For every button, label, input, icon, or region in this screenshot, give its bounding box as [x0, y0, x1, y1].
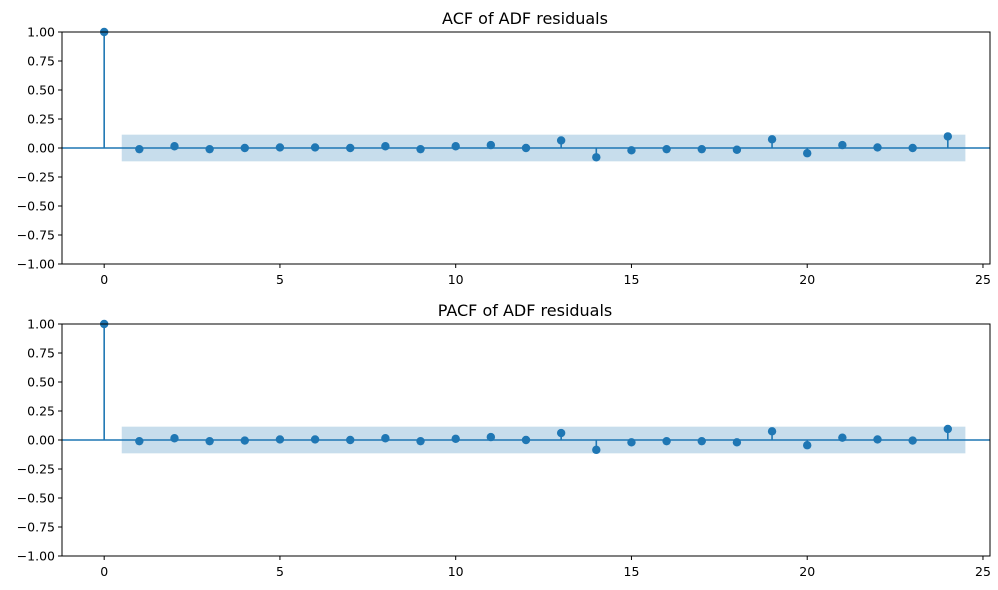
pacf-ytick-label: 1.00 — [27, 317, 55, 332]
pacf-marker-lag-19 — [767, 427, 777, 436]
acf-marker-lag-20 — [803, 149, 812, 158]
acf-marker-lag-17 — [697, 144, 706, 154]
acf-marker-lag-16 — [662, 144, 671, 154]
pacf-marker-lag-21 — [838, 433, 847, 442]
acf-marker-lag-18 — [732, 145, 742, 154]
acf-marker-lag-7 — [346, 143, 355, 153]
pacf-marker-lag-18 — [732, 438, 742, 447]
acf-title: ACF of ADF residuals — [442, 9, 608, 28]
pacf-xtick-label: 15 — [624, 564, 640, 579]
acf-marker-lag-5 — [275, 143, 285, 152]
pacf-marker-lag-13 — [556, 428, 566, 438]
acf-marker-lag-11 — [486, 140, 496, 150]
acf-panel: ACF of ADF residuals 1.00 0.75 0.50 0.25 0.0… — [17, 9, 991, 287]
pacf-xtick-label: 5 — [276, 564, 284, 579]
acf-ytick-label: 0.00 — [27, 141, 55, 156]
pacf-marker-lag-3 — [205, 436, 214, 446]
pacf-marker-lag-17 — [697, 436, 706, 446]
pacf-xtick-label: 25 — [975, 564, 991, 579]
acf-marker-lag-21 — [838, 140, 847, 150]
pacf-xtick-label: 20 — [799, 564, 815, 579]
pacf-marker-lag-2 — [170, 434, 179, 443]
acf-marker-lag-4 — [240, 143, 249, 153]
acf-marker-lag-9 — [416, 144, 425, 154]
acf-xtick-label: 15 — [624, 272, 640, 287]
pacf-marker-lag-1 — [135, 436, 144, 446]
acf-marker-lag-19 — [767, 135, 777, 144]
acf-marker-lag-6 — [310, 143, 320, 152]
acf-xtick-label: 25 — [975, 272, 991, 287]
pacf-marker-lag-10 — [451, 434, 460, 444]
acf-plot-area: 1.00 0.75 0.50 0.25 0.00 −0.25 −0.50 −0.75 −1.00… — [17, 25, 991, 288]
acf-marker-lag-14 — [592, 153, 601, 162]
pacf-marker-lag-4 — [240, 436, 249, 445]
acf-marker-lag-13 — [556, 136, 566, 145]
pacf-ytick-label: 0.50 — [27, 375, 55, 390]
pacf-title: PACF of ADF residuals — [438, 301, 613, 320]
pacf-marker-lag-9 — [416, 436, 425, 446]
acf-marker-lag-8 — [381, 142, 390, 151]
acf-ytick-label: 0.75 — [27, 54, 55, 69]
pacf-marker-lag-22 — [873, 435, 882, 444]
acf-marker-lag-10 — [451, 142, 460, 151]
pacf-ytick-label: −0.75 — [17, 520, 55, 535]
acf-xtick-label: 5 — [276, 272, 284, 287]
acf-marker-lag-3 — [205, 144, 214, 154]
acf-ytick-label: 0.25 — [27, 112, 55, 127]
pacf-xtick-label: 10 — [448, 564, 464, 579]
acf-ytick-label: −1.00 — [17, 257, 55, 272]
pacf-marker-lag-8 — [381, 434, 390, 443]
pacf-ytick-label: 0.25 — [27, 404, 55, 419]
acf-marker-lag-23 — [908, 143, 917, 153]
pacf-ytick-label: −0.50 — [17, 491, 55, 506]
pacf-ytick-label: −1.00 — [17, 549, 55, 564]
acf-ytick-label: −0.50 — [17, 199, 55, 214]
pacf-marker-lag-7 — [346, 435, 355, 445]
acf-ytick-label: −0.75 — [17, 228, 55, 243]
pacf-marker-lag-24 — [943, 424, 953, 434]
acf-ytick-label: −0.25 — [17, 170, 55, 185]
pacf-marker-lag-12 — [521, 435, 531, 445]
pacf-marker-lag-6 — [310, 435, 320, 444]
pacf-ytick-label: 0.00 — [27, 433, 55, 448]
acf-xtick-label: 0 — [100, 272, 108, 287]
pacf-marker-lag-16 — [662, 436, 671, 446]
acf-marker-lag-2 — [170, 142, 179, 151]
pacf-marker-lag-15 — [627, 438, 636, 447]
acf-marker-lag-24 — [943, 132, 953, 141]
pacf-xtick-label: 0 — [100, 564, 108, 579]
acf-ytick-label: 0.50 — [27, 83, 55, 98]
acf-xtick-label: 20 — [799, 272, 815, 287]
acf-marker-lag-15 — [627, 146, 636, 155]
pacf-ytick-label: −0.25 — [17, 462, 55, 477]
acf-marker-lag-22 — [873, 143, 882, 152]
acf-marker-lag-12 — [521, 143, 531, 153]
pacf-marker-lag-5 — [275, 435, 285, 444]
pacf-panel: PACF of ADF residuals 1.00 0.75 0.50 0.25 0.… — [17, 301, 991, 579]
pacf-marker-lag-11 — [486, 432, 496, 442]
pacf-ytick-label: 0.75 — [27, 346, 55, 361]
pacf-marker-lag-14 — [592, 445, 601, 455]
pacf-marker-lag-23 — [908, 436, 917, 445]
acf-xtick-label: 10 — [448, 272, 464, 287]
acf-marker-lag-1 — [135, 144, 144, 154]
acf-ytick-label: 1.00 — [27, 25, 55, 40]
pacf-marker-lag-20 — [803, 441, 812, 450]
pacf-plot-area: 1.00 0.75 0.50 0.25 0.00 −0.25 −0.50 −0.75 −1.00… — [17, 317, 991, 580]
